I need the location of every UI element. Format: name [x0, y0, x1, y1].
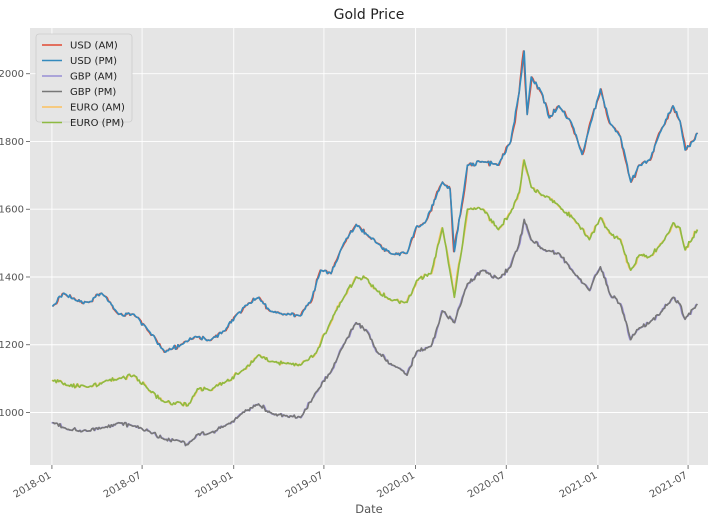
y-axis: 1000 1200 1400 1600 1800 2000: [0, 69, 30, 419]
legend-label: EURO (PM): [70, 118, 124, 129]
series-lines: [51, 50, 699, 447]
y-tick-label: 1000: [0, 408, 24, 419]
y-tick-label: 1600: [0, 205, 24, 216]
x-axis-label: Date: [355, 502, 383, 516]
y-tick-label: 1400: [0, 272, 24, 283]
legend-label: GBP (AM): [70, 72, 117, 83]
chart-title: Gold Price: [334, 7, 405, 23]
legend: USD (AM) USD (PM) GBP (AM) GBP (PM) EURO (AM…: [35, 33, 133, 129]
legend-label: USD (AM): [70, 41, 118, 52]
legend-items: USD (AM) USD (PM) GBP (AM) GBP (PM) EURO (AM…: [42, 41, 125, 129]
legend-label: USD (PM): [70, 56, 117, 67]
legend-box: [35, 33, 133, 123]
y-tick-label: 2000: [0, 69, 24, 80]
y-tick-label: 1200: [0, 340, 24, 351]
series-line: [51, 50, 699, 353]
series-line: [52, 159, 699, 407]
series-line: [52, 218, 699, 447]
legend-label: GBP (PM): [70, 87, 116, 98]
plot-area: [30, 28, 708, 465]
legend-label: EURO (AM): [70, 103, 125, 114]
y-tick-label: 1800: [0, 137, 24, 148]
